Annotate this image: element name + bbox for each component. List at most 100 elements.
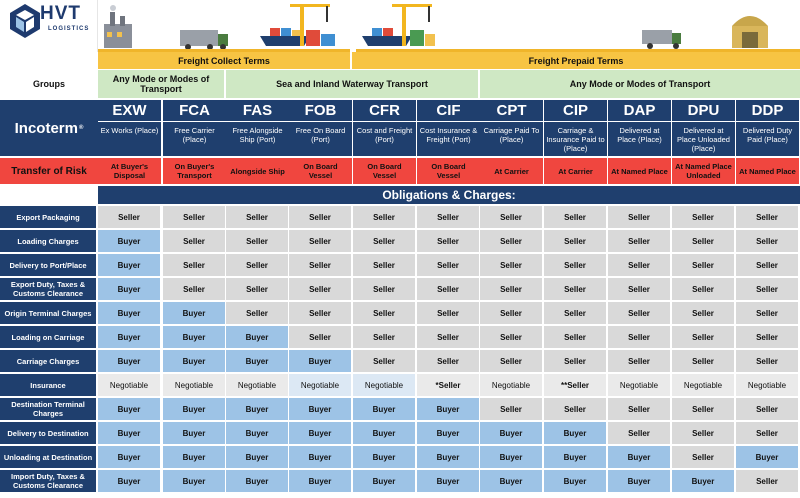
brand-name: HVT [40, 3, 81, 24]
incoterm-fob: FOB Free On Board (Port) [289, 100, 352, 156]
truck-icon-2 [642, 30, 681, 49]
risk-transfer-exw: At Buyer's Disposal [98, 158, 161, 184]
obligation-cell: Seller [353, 350, 415, 372]
incoterm-description: Carriage & Insurance Paid to (Place) [546, 126, 605, 153]
obligation-cell: Buyer [736, 446, 798, 468]
obligation-cell: Seller [417, 302, 479, 324]
obligation-cell: Buyer [353, 446, 415, 468]
obligation-cell: Seller [544, 326, 606, 348]
incoterm-description: Delivered Duty Paid (Place) [742, 126, 793, 144]
obligation-cell: Negotiable [226, 374, 288, 396]
obligation-cell: Seller [480, 254, 542, 276]
obligation-cell: Seller [608, 422, 670, 444]
obligation-cell: Negotiable [736, 374, 798, 396]
obligation-cell: Buyer [353, 398, 415, 420]
obligation-cell: Buyer [226, 422, 288, 444]
header-illustration: HVT LOGISTICS [0, 0, 800, 52]
obligation-row-label: Loading Charges [0, 230, 96, 252]
group-any-mode-right: Any Mode or Modes of Transport [480, 70, 800, 98]
obligation-cell: Seller [672, 422, 734, 444]
obligation-cell: Seller [480, 278, 542, 300]
obligation-cell: Buyer [98, 278, 160, 300]
obligation-cell: Seller [544, 206, 606, 228]
obligation-cell: Buyer [163, 398, 225, 420]
obligation-cell: Buyer [98, 302, 160, 324]
incoterm-code: CFR [353, 102, 416, 122]
obligation-cell: Seller [163, 254, 225, 276]
obligation-row-label: Origin Terminal Charges [0, 302, 96, 324]
incoterm-description: Ex Works (Place) [100, 126, 159, 135]
incoterm-code: CIP [544, 102, 607, 122]
obligation-row-label: Import Duty, Taxes & Customs Clearance [0, 470, 96, 492]
obligation-cell: Seller [736, 326, 798, 348]
obligation-cell: Buyer [226, 350, 288, 372]
obligation-cell: Buyer [544, 470, 606, 492]
obligation-cell: Seller [353, 254, 415, 276]
risk-transfer-fob: On Board Vessel [289, 158, 352, 184]
obligation-cell: **Seller [544, 374, 606, 396]
obligation-cell: Buyer [480, 446, 542, 468]
obligation-cell: Buyer [480, 422, 542, 444]
obligation-cell: Seller [736, 254, 798, 276]
obligation-cell: Seller [480, 302, 542, 324]
obligation-cell: Negotiable [608, 374, 670, 396]
obligation-cell: Negotiable [480, 374, 542, 396]
obligation-row-label: Loading on Carriage [0, 326, 96, 348]
crane-icon-2 [392, 4, 435, 46]
obligation-cell: Seller [289, 254, 351, 276]
group-sea-inland: Sea and Inland Waterway Transport [226, 70, 478, 98]
incoterm-code: DPU [672, 102, 735, 122]
incoterm-code: EXW [98, 102, 161, 122]
obligation-row-label: Export Packaging [0, 206, 96, 228]
obligation-cell: Seller [672, 254, 734, 276]
obligation-cell: Seller [672, 230, 734, 252]
obligation-cell: Seller [736, 350, 798, 372]
obligation-cell: Seller [417, 254, 479, 276]
incoterm-exw: EXW Ex Works (Place) [98, 100, 161, 156]
freight-prepaid-banner: Freight Prepaid Terms [352, 52, 800, 69]
obligation-cell: Buyer [417, 470, 479, 492]
obligation-row-label: Destination Terminal Charges [0, 398, 96, 420]
obligation-cell: Seller [544, 278, 606, 300]
obligation-cell: Buyer [417, 446, 479, 468]
incoterm-code: CPT [480, 102, 543, 122]
obligation-cell: Seller [417, 206, 479, 228]
obligation-cell: Negotiable [672, 374, 734, 396]
incoterm-fas: FAS Free Alongside Ship (Port) [226, 100, 289, 156]
freight-collect-banner: Freight Collect Terms [98, 52, 350, 69]
incoterm-code: FCA [163, 102, 226, 122]
obligation-cell: Buyer [608, 470, 670, 492]
incoterm-cfr: CFR Cost and Freight (Port) [353, 100, 416, 156]
truck-icon [180, 30, 228, 50]
obligation-cell: Buyer [608, 446, 670, 468]
risk-transfer-fca: On Buyer's Transport [163, 158, 226, 184]
incoterm-dpu: DPU Delivered at Place Unloaded (Place) [672, 100, 735, 156]
incoterm-dap: DAP Delivered at Place (Place) [608, 100, 671, 156]
incoterm-description: Free Alongside Ship (Port) [232, 126, 283, 144]
obligation-cell: Seller [417, 278, 479, 300]
obligation-cell: Seller [226, 302, 288, 324]
crane-icon [290, 4, 335, 46]
obligation-cell: Buyer [226, 326, 288, 348]
obligation-cell: Seller [672, 326, 734, 348]
obligation-cell: Seller [480, 350, 542, 372]
obligation-cell: Buyer [98, 398, 160, 420]
factory-icon [104, 5, 132, 48]
obligation-cell: Seller [672, 206, 734, 228]
obligation-cell: Negotiable [163, 374, 225, 396]
incoterm-label-text: Incoterm [14, 119, 78, 137]
obligation-cell: Seller [736, 302, 798, 324]
obligation-cell: Seller [608, 254, 670, 276]
incoterm-cif: CIF Cost Insurance & Freight (Port) [417, 100, 480, 156]
obligation-cell: Seller [417, 350, 479, 372]
obligation-cell: Seller [353, 206, 415, 228]
obligation-cell: Seller [289, 278, 351, 300]
incoterm-code: DDP [736, 102, 799, 122]
obligation-cell: Seller [736, 230, 798, 252]
obligation-cell: Seller [289, 230, 351, 252]
risk-transfer-dpu: At Named Place Unloaded [672, 158, 735, 184]
obligation-cell: Buyer [163, 470, 225, 492]
incoterm-label: Incoterm ® [0, 100, 98, 156]
incoterm-description: Free Carrier (Place) [174, 126, 215, 144]
incoterm-code: DAP [608, 102, 671, 122]
